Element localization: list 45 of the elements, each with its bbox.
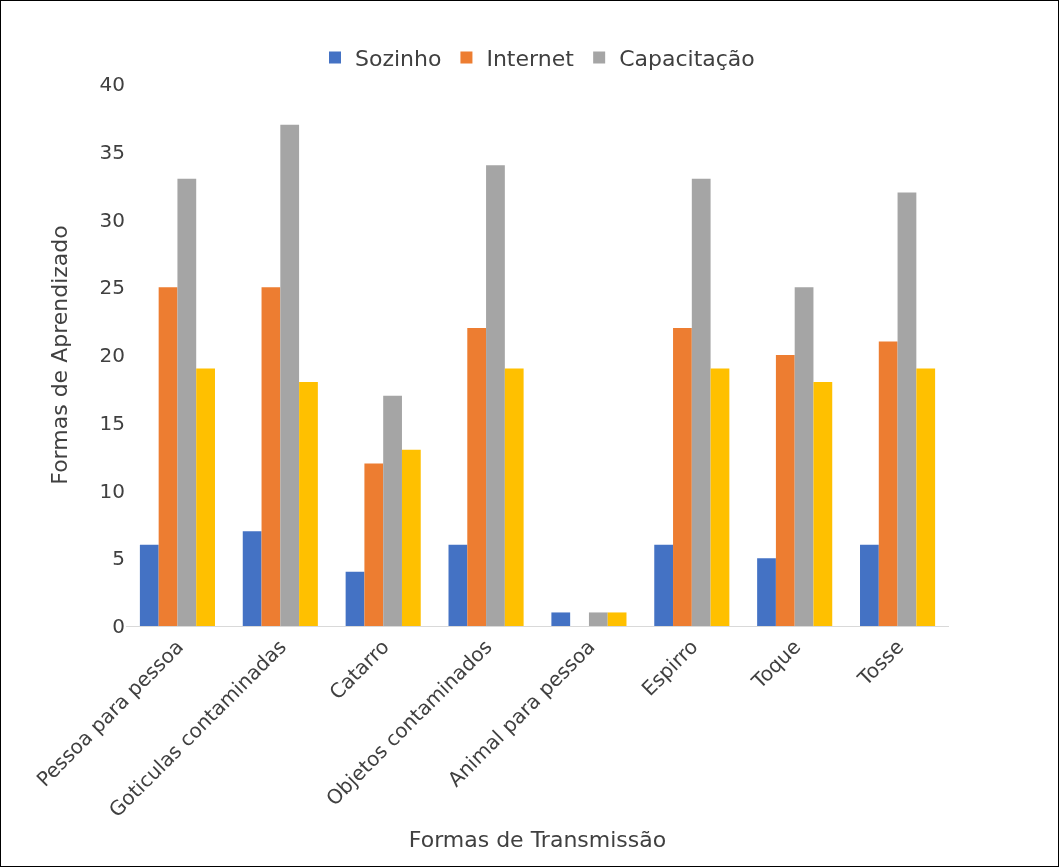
bar — [158, 287, 178, 626]
x-axis-title: Formas de Transmissão — [408, 826, 667, 852]
y-tick-label: 15 — [99, 410, 125, 435]
bar — [486, 165, 505, 626]
bar — [710, 368, 730, 626]
bar — [196, 368, 215, 626]
bar — [860, 544, 879, 626]
bar — [448, 544, 468, 626]
legend-label: Capacitação — [619, 45, 755, 71]
bar — [916, 368, 936, 626]
bar — [897, 192, 917, 626]
y-tick-label: 0 — [112, 614, 125, 638]
bar — [139, 544, 159, 626]
bar — [299, 382, 318, 626]
bar — [401, 449, 421, 626]
bar — [551, 612, 571, 626]
bar — [654, 544, 674, 626]
bar — [383, 395, 402, 626]
bar — [261, 287, 281, 626]
y-tick-label: 20 — [99, 343, 125, 367]
bar — [775, 355, 795, 626]
legend-label: Sozinho — [355, 45, 442, 71]
bar — [813, 382, 833, 626]
bar — [757, 558, 776, 626]
y-tick-label: 5 — [112, 546, 125, 571]
bar — [177, 178, 197, 626]
bar — [691, 178, 711, 626]
bar — [794, 287, 814, 626]
bar — [673, 327, 692, 626]
y-tick-label: 35 — [99, 139, 125, 164]
bar — [878, 341, 898, 626]
legend-label: Internet — [486, 45, 575, 71]
bar — [588, 612, 608, 626]
y-tick-label: 30 — [99, 207, 125, 232]
y-axis-title: Formas de Aprendizado — [47, 225, 73, 485]
bar — [607, 612, 627, 626]
bar — [280, 124, 300, 626]
bar — [504, 368, 524, 626]
bar — [242, 531, 262, 626]
y-tick-label: 10 — [99, 478, 125, 503]
bar — [364, 463, 384, 626]
y-tick-label: 40 — [99, 72, 125, 96]
bar — [467, 327, 487, 626]
y-tick-label: 25 — [99, 275, 125, 300]
bar — [345, 571, 365, 626]
